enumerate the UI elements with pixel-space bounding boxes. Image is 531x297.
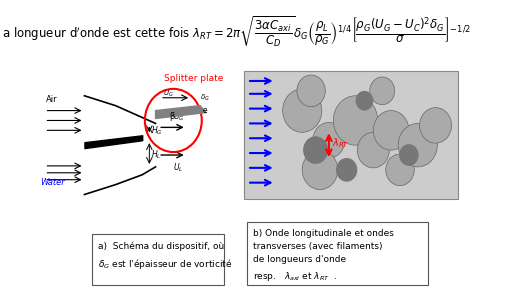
Circle shape	[399, 144, 418, 166]
Text: Water: Water	[40, 178, 65, 187]
Text: β: β	[169, 112, 174, 121]
Text: $H_G$: $H_G$	[151, 124, 162, 137]
Text: Air: Air	[46, 95, 58, 104]
Circle shape	[357, 132, 389, 168]
Circle shape	[336, 158, 357, 182]
Text: $U_G$: $U_G$	[162, 89, 173, 99]
Text: b) Onde longitudinale et ondes
transverses (avec filaments)
de longueurs d'onde
: b) Onde longitudinale et ondes transvers…	[253, 229, 394, 283]
Circle shape	[419, 108, 451, 143]
Circle shape	[333, 96, 378, 145]
Circle shape	[303, 136, 328, 164]
Text: $\delta_G$: $\delta_G$	[200, 93, 210, 103]
FancyBboxPatch shape	[247, 222, 429, 285]
FancyBboxPatch shape	[9, 71, 222, 200]
Circle shape	[386, 154, 414, 186]
Polygon shape	[156, 106, 206, 119]
Text: $H_L$: $H_L$	[151, 149, 161, 161]
FancyBboxPatch shape	[91, 234, 224, 285]
Text: $\mathrm{a\ longueur\ d'onde\ est\ cette\ fois}\ \lambda_{RT} = 2\pi\sqrt{\dfrac: $\mathrm{a\ longueur\ d'onde\ est\ cette…	[2, 15, 471, 49]
Circle shape	[356, 91, 373, 110]
Text: $\lambda_{RT}$: $\lambda_{RT}$	[332, 136, 350, 150]
FancyBboxPatch shape	[244, 71, 458, 200]
Text: e: e	[203, 106, 207, 115]
Text: $U_G$: $U_G$	[173, 111, 185, 124]
Circle shape	[398, 124, 438, 167]
Circle shape	[302, 150, 338, 189]
Text: $U_L$: $U_L$	[173, 162, 184, 174]
Circle shape	[313, 122, 345, 158]
Circle shape	[370, 77, 395, 105]
Circle shape	[373, 110, 409, 150]
Text: a)  Schéma du dispositif, où
$\delta_G$ est l'épaisseur de vorticité: a) Schéma du dispositif, où $\delta_G$ e…	[98, 242, 232, 271]
Text: Splitter plate: Splitter plate	[165, 74, 224, 83]
Circle shape	[297, 75, 326, 107]
Circle shape	[282, 89, 322, 132]
